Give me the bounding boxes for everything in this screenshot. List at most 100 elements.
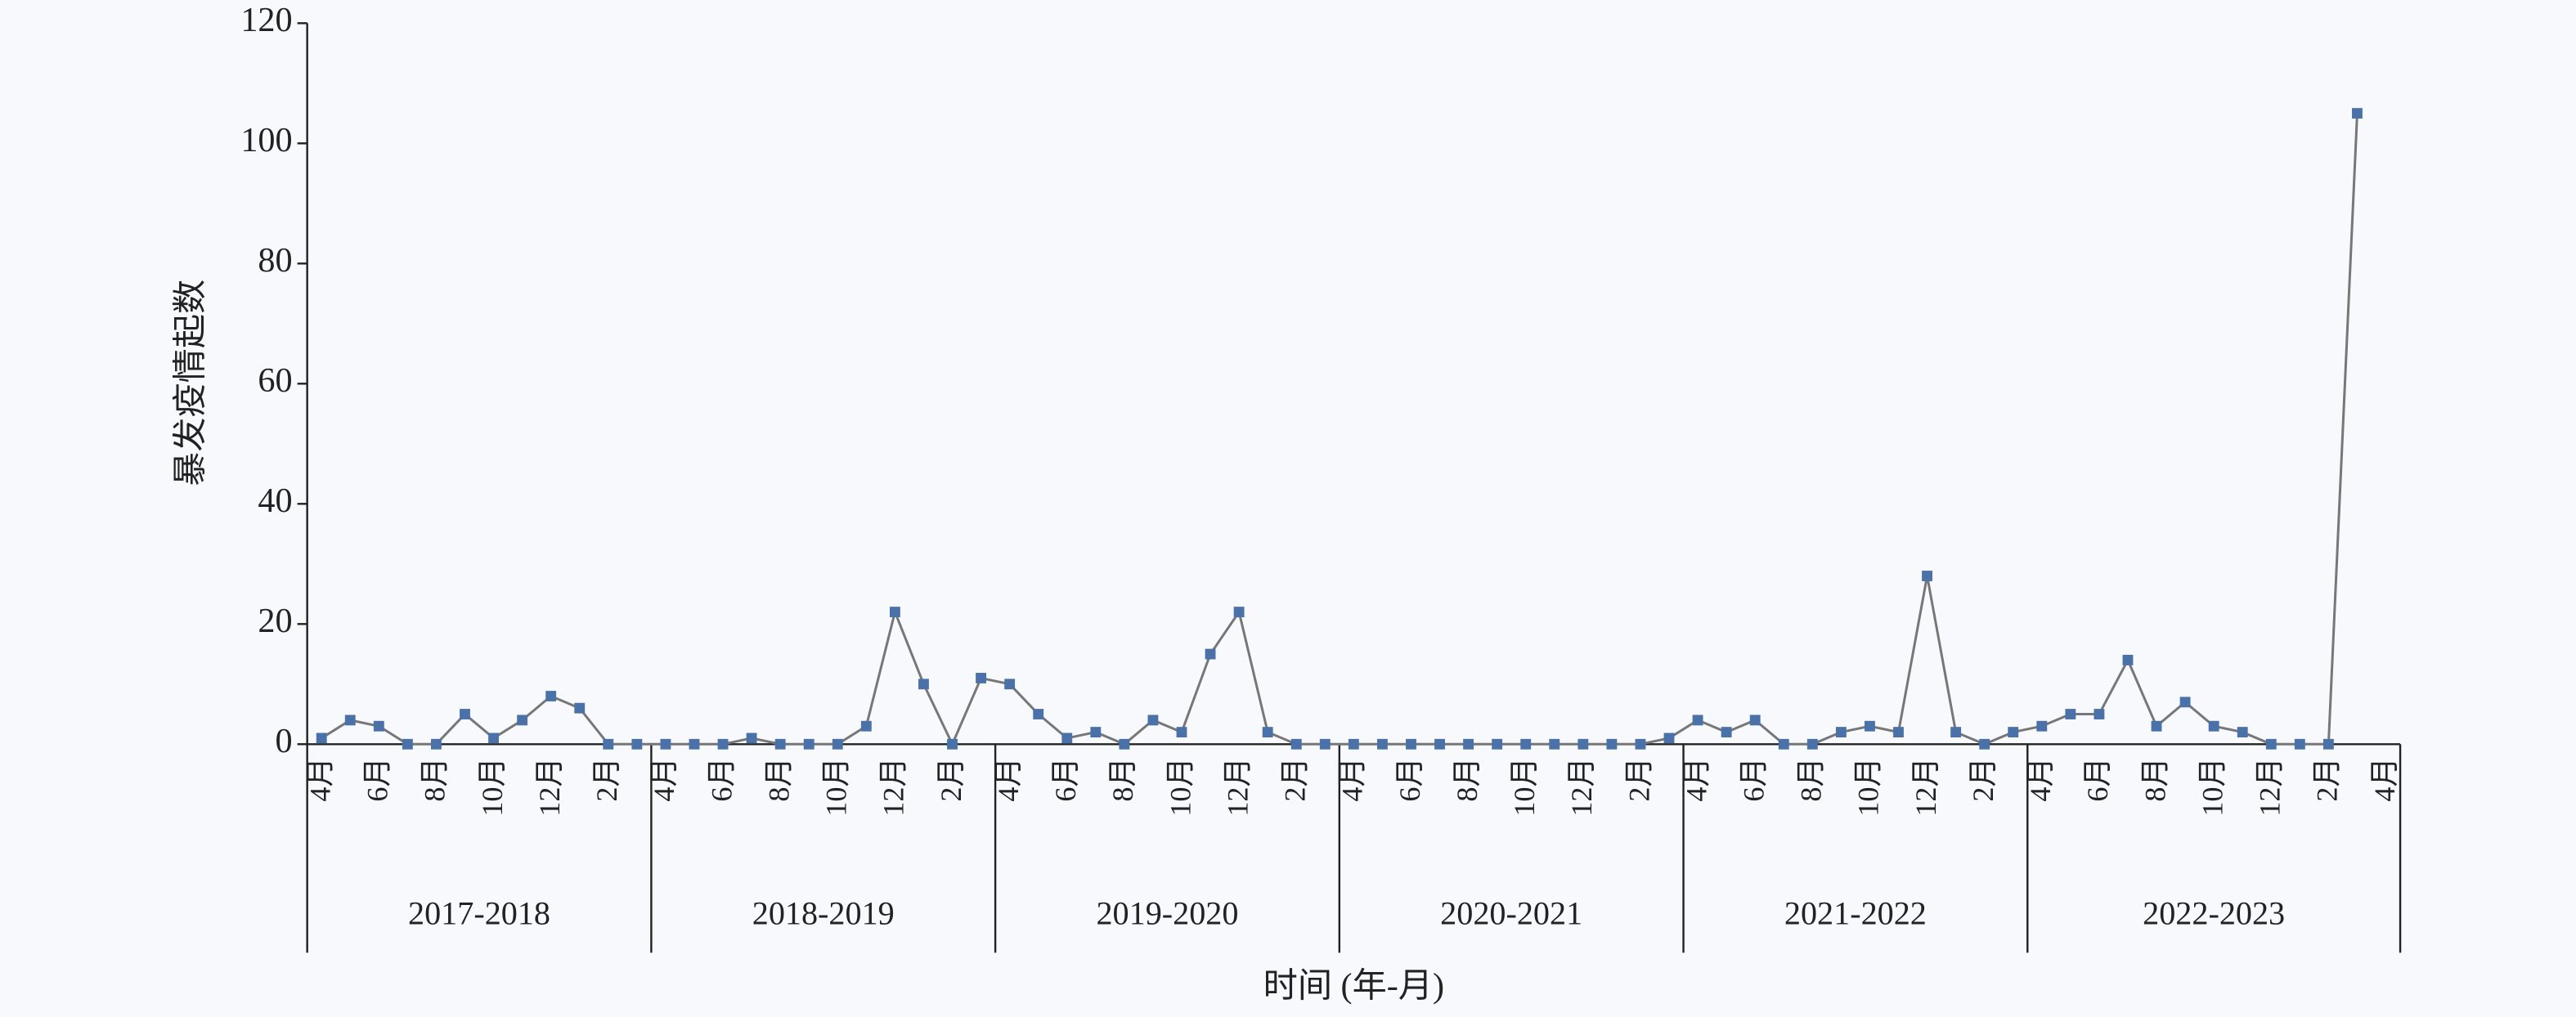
point-marker xyxy=(631,738,643,750)
x-tick-label: 2月 xyxy=(2311,757,2344,801)
point-marker xyxy=(918,679,929,690)
point-marker xyxy=(2036,720,2048,732)
point-marker xyxy=(1778,738,1789,750)
x-tick-label: 12月 xyxy=(2254,757,2287,816)
x-tick-label: 6月 xyxy=(2081,757,2114,801)
point-marker xyxy=(2008,727,2019,738)
point-marker xyxy=(774,738,786,750)
x-tick-label: 8月 xyxy=(2138,757,2171,801)
point-marker xyxy=(1922,571,1932,581)
point-marker xyxy=(1463,738,1474,750)
point-marker xyxy=(2094,709,2105,719)
point-marker xyxy=(1033,709,1044,719)
point-marker xyxy=(1319,738,1331,750)
x-tick-label: 8月 xyxy=(1795,757,1828,801)
x-tick-label: 8月 xyxy=(1451,757,1483,801)
point-marker xyxy=(431,738,442,750)
point-marker xyxy=(1492,738,1503,750)
point-marker xyxy=(1147,715,1159,726)
point-marker xyxy=(373,720,384,732)
x-tick-label: 2月 xyxy=(1279,757,1312,801)
x-axis-title: 时间 (年-月) xyxy=(1263,966,1444,1005)
x-tick-label: 10月 xyxy=(1852,757,1885,816)
point-marker xyxy=(574,702,586,714)
point-marker xyxy=(2208,720,2219,732)
x-tick-label: 12月 xyxy=(1910,757,1942,816)
x-tick-label: 4月 xyxy=(2368,757,2401,801)
point-marker xyxy=(1692,715,1703,726)
x-tick-label: 12月 xyxy=(533,757,566,816)
point-marker xyxy=(1663,733,1675,744)
point-marker xyxy=(1721,727,1732,738)
x-tick-label: 6月 xyxy=(705,757,738,801)
point-marker xyxy=(1090,727,1102,738)
point-marker xyxy=(1865,720,1875,732)
point-marker xyxy=(1376,738,1388,750)
x-tick-label: 10月 xyxy=(1164,757,1196,816)
x-tick-label: 12月 xyxy=(877,757,910,816)
point-marker xyxy=(1119,738,1130,750)
group-label: 2018-2019 xyxy=(752,894,895,931)
point-marker xyxy=(460,709,470,719)
y-tick-label: 100 xyxy=(240,121,292,159)
point-marker xyxy=(803,738,815,750)
x-tick-label: 6月 xyxy=(361,757,394,801)
point-marker xyxy=(1061,733,1073,744)
point-marker xyxy=(976,673,987,683)
point-marker xyxy=(1606,738,1618,750)
point-marker xyxy=(344,715,356,726)
point-marker xyxy=(2294,738,2305,750)
x-tick-label: 8月 xyxy=(1106,757,1139,801)
x-tick-label: 2月 xyxy=(1967,757,1999,801)
point-marker xyxy=(545,691,557,701)
x-tick-label: 6月 xyxy=(1049,757,1082,801)
y-tick-label: 40 xyxy=(258,482,292,520)
point-marker xyxy=(1577,738,1589,750)
group-label: 2021-2022 xyxy=(1784,894,1927,931)
point-marker xyxy=(889,607,900,618)
x-tick-label: 12月 xyxy=(1221,757,1254,816)
point-marker xyxy=(1835,727,1847,738)
point-marker xyxy=(1406,738,1416,750)
y-axis-title: 暴发疫情起数 xyxy=(172,280,210,486)
y-tick-label: 120 xyxy=(240,1,292,39)
x-tick-label: 10月 xyxy=(1508,757,1541,816)
point-marker xyxy=(1893,727,1904,738)
point-marker xyxy=(2151,720,2162,732)
point-marker xyxy=(717,738,729,750)
series-line xyxy=(321,113,2358,747)
group-label: 2017-2018 xyxy=(408,894,550,931)
point-marker xyxy=(1290,738,1302,750)
point-marker xyxy=(1205,648,1216,660)
point-marker xyxy=(2122,654,2134,665)
x-tick-label: 2月 xyxy=(1622,757,1655,801)
x-tick-label: 6月 xyxy=(1393,757,1426,801)
x-tick-label: 4月 xyxy=(304,757,337,801)
x-tick-label: 4月 xyxy=(1336,757,1369,801)
point-marker xyxy=(860,720,872,732)
x-tick-label: 6月 xyxy=(1738,757,1770,801)
point-marker xyxy=(1635,738,1646,750)
x-tick-label: 4月 xyxy=(1680,757,1712,801)
x-tick-label: 4月 xyxy=(2024,757,2057,801)
point-marker xyxy=(1004,679,1016,690)
y-tick-label: 20 xyxy=(258,602,292,640)
point-marker xyxy=(1176,727,1187,738)
group-label: 2019-2020 xyxy=(1096,894,1238,931)
x-tick-label: 2月 xyxy=(935,757,967,801)
point-marker xyxy=(1950,727,1962,738)
point-marker xyxy=(947,738,958,750)
x-tick-label: 10月 xyxy=(2196,757,2228,816)
point-marker xyxy=(2065,709,2076,719)
point-marker xyxy=(832,738,843,750)
point-marker xyxy=(1520,738,1532,750)
point-marker xyxy=(660,738,671,750)
x-tick-label: 4月 xyxy=(648,757,680,801)
group-label: 2020-2021 xyxy=(1440,894,1582,931)
y-tick-label: 0 xyxy=(275,722,292,760)
point-marker xyxy=(2322,738,2334,750)
x-tick-label: 2月 xyxy=(590,757,623,801)
point-marker xyxy=(689,738,700,750)
x-tick-label: 8月 xyxy=(419,757,451,801)
